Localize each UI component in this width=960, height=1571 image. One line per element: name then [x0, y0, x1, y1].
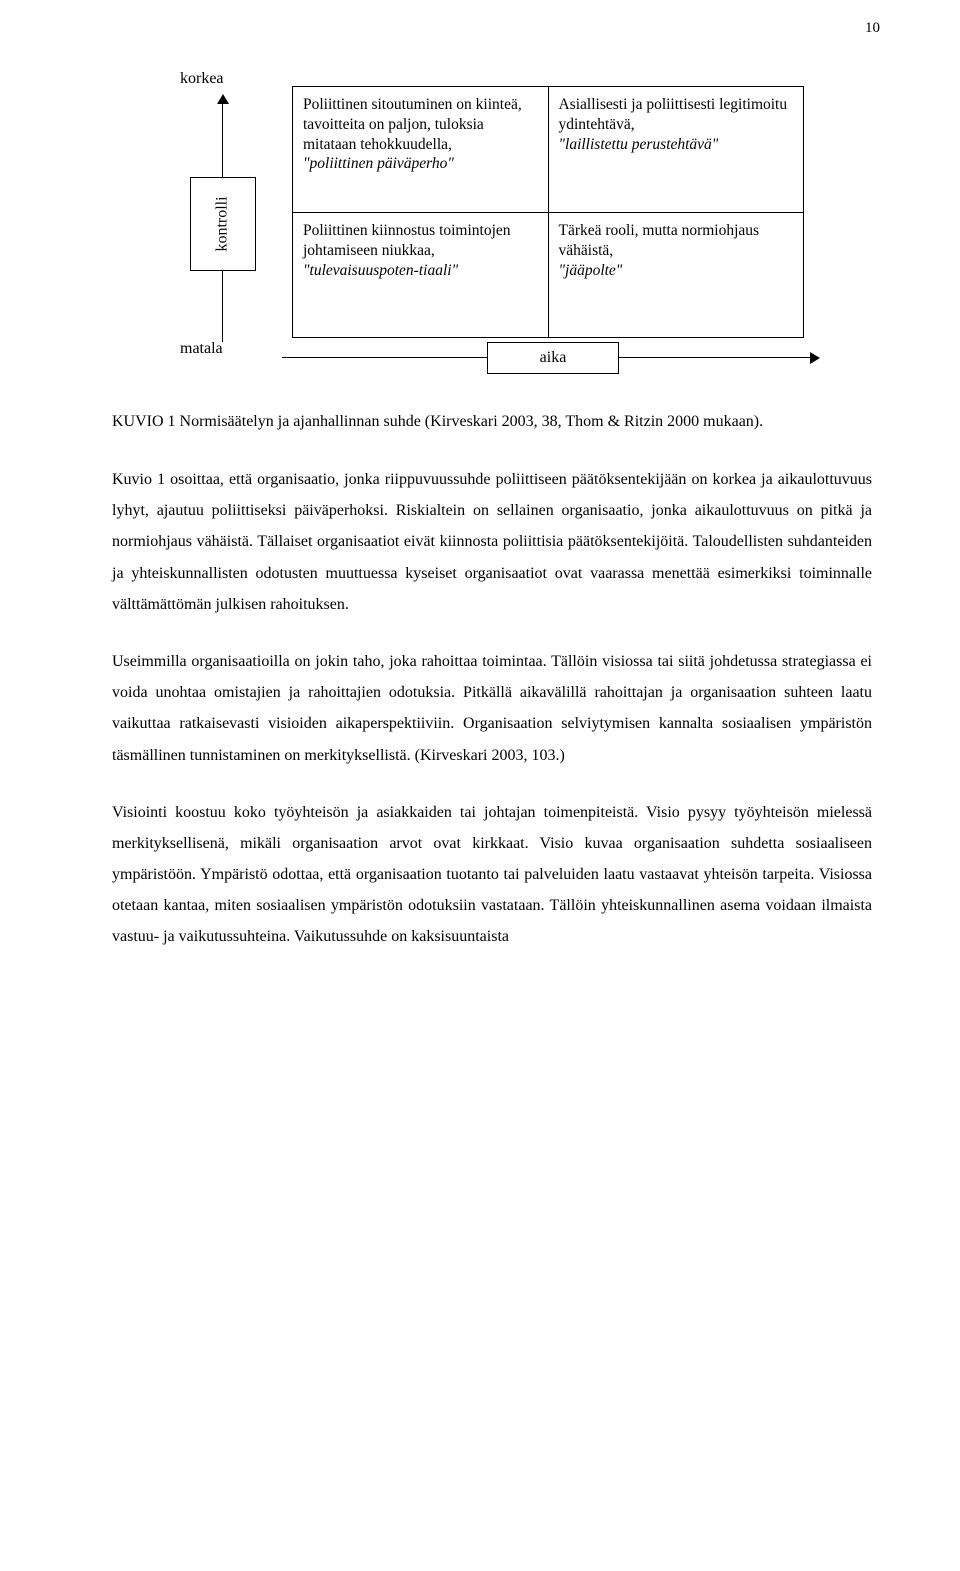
y-axis-label-high: korkea: [180, 70, 224, 88]
cell-italic: "poliittinen päiväperho": [303, 155, 454, 172]
quadrant-cell-top-right: Asiallisesti ja poliittisesti legitimoit…: [548, 87, 804, 212]
y-axis-box-label: kontrolli: [214, 196, 232, 251]
quadrant-diagram: korkea kontrolli matala Poliittinen sito…: [152, 62, 832, 382]
x-axis-box-label: aika: [540, 349, 567, 367]
page-number: 10: [865, 20, 880, 37]
quadrant-row-top: Poliittinen sitoutuminen on kiinteä, tav…: [293, 87, 803, 212]
x-axis-box: aika: [487, 342, 619, 374]
quadrant-grid: Poliittinen sitoutuminen on kiinteä, tav…: [292, 86, 804, 338]
x-axis-arrow-icon: [810, 352, 820, 364]
cell-italic: "laillistettu perustehtävä": [559, 136, 719, 153]
cell-text: Poliittinen kiinnostus toimintojen johta…: [303, 222, 511, 259]
figure-caption: KUVIO 1 Normisäätelyn ja ajanhallinnan s…: [112, 410, 872, 434]
cell-italic: "tulevaisuuspoten-tiaali": [303, 262, 458, 279]
document-page: 10 korkea kontrolli matala Poliittinen s…: [0, 0, 960, 1019]
body-paragraph-1: Kuvio 1 osoittaa, että organisaatio, jon…: [112, 464, 872, 620]
cell-italic: "jääpolte": [559, 262, 623, 279]
y-axis-box: kontrolli: [190, 177, 256, 271]
body-paragraph-3: Visiointi koostuu koko työyhteisön ja as…: [112, 797, 872, 953]
quadrant-cell-bottom-left: Poliittinen kiinnostus toimintojen johta…: [293, 212, 548, 337]
quadrant-cell-top-left: Poliittinen sitoutuminen on kiinteä, tav…: [293, 87, 548, 212]
cell-text: Asiallisesti ja poliittisesti legitimoit…: [559, 96, 788, 133]
cell-text: Tärkeä rooli, mutta normiohjaus vähäistä…: [559, 222, 760, 259]
cell-text: Poliittinen sitoutuminen on kiinteä, tav…: [303, 96, 522, 153]
quadrant-row-bottom: Poliittinen kiinnostus toimintojen johta…: [293, 212, 803, 337]
y-axis-label-low: matala: [180, 340, 223, 358]
body-paragraph-2: Useimmilla organisaatioilla on jokin tah…: [112, 646, 872, 771]
quadrant-cell-bottom-right: Tärkeä rooli, mutta normiohjaus vähäistä…: [548, 212, 804, 337]
